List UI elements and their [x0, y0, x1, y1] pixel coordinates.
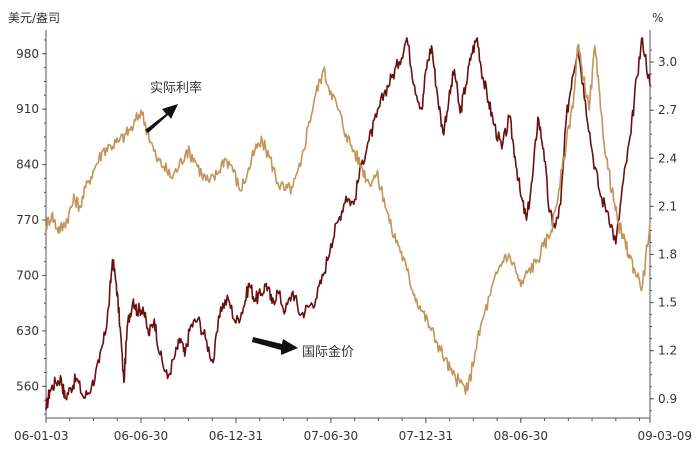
- right-tick-label: 1.2: [658, 344, 677, 358]
- right-axis-unit: %: [652, 11, 663, 25]
- gold-arrow: [252, 337, 298, 355]
- x-tick-label: 06-12-31: [209, 429, 263, 443]
- x-tick-label: 07-12-31: [399, 429, 453, 443]
- right-tick-label: 3.0: [658, 55, 677, 69]
- x-tick-label: 08-06-30: [494, 429, 548, 443]
- real-rate-arrow: [145, 104, 178, 133]
- x-tick-label: 09-03-09: [638, 429, 692, 443]
- x-tick-label: 06-06-30: [114, 429, 168, 443]
- left-axis-unit: 美元/盎司: [8, 11, 60, 25]
- right-tick-label: 2.1: [658, 199, 677, 213]
- right-tick-label: 0.9: [658, 392, 677, 406]
- left-tick-label: 560: [16, 379, 39, 393]
- left-tick-label: 910: [16, 102, 39, 116]
- left-tick-label: 700: [16, 268, 39, 282]
- gold-line: [45, 37, 651, 411]
- left-tick-label: 630: [16, 324, 39, 338]
- left-tick-label: 980: [16, 47, 39, 61]
- real_rate-line: [45, 43, 651, 395]
- gold-label: 国际金价: [302, 344, 354, 360]
- x-axis: 06-01-03 06-06-30 06-12-31 07-06-30 07-12-31…: [14, 417, 692, 443]
- series-layer: [45, 37, 651, 411]
- left-tick-label: 770: [16, 213, 39, 227]
- right-tick-label: 2.7: [658, 103, 677, 117]
- right-axis: 0.9 1.2 1.5 1.8 2.1 2.4 2.7 3.0: [649, 30, 677, 418]
- x-tick-label: 07-06-30: [304, 429, 358, 443]
- right-tick-label: 1.8: [658, 247, 677, 261]
- right-tick-label: 1.5: [658, 296, 677, 310]
- left-axis: 560 630 700 770 840 910 980: [16, 30, 47, 418]
- real-rate-label: 实际利率: [150, 80, 202, 96]
- right-tick-label: 2.4: [658, 151, 677, 165]
- x-tick-label: 06-01-03: [14, 429, 68, 443]
- left-tick-label: 840: [16, 158, 39, 172]
